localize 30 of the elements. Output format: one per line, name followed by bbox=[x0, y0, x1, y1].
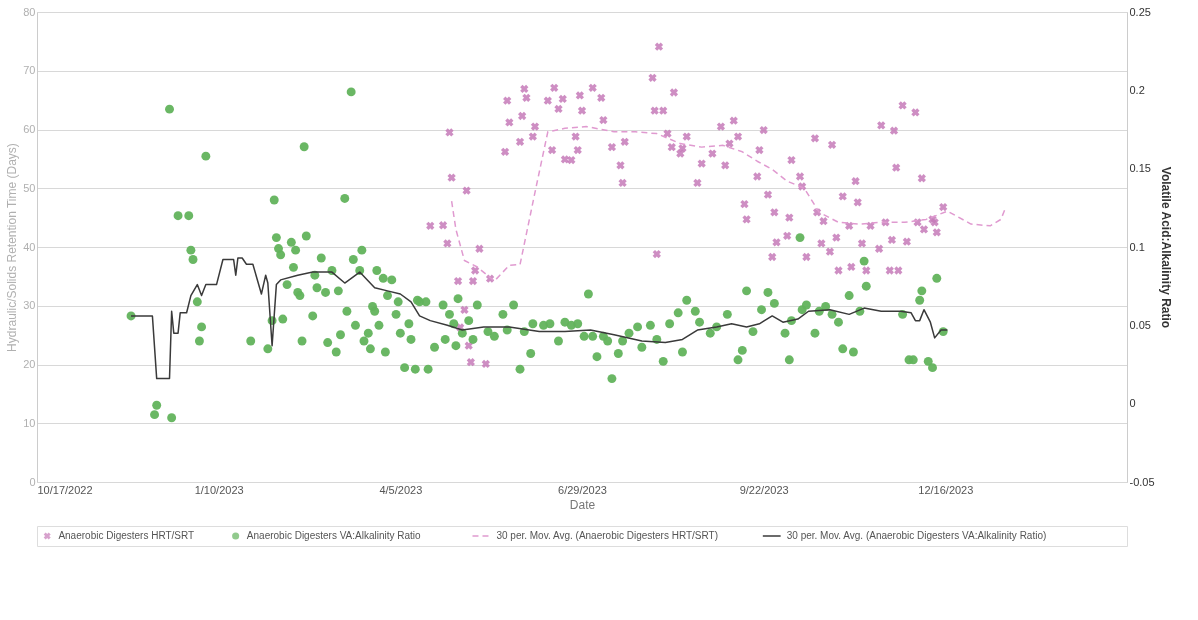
y2-tick-label: 0.25 bbox=[1129, 5, 1151, 18]
y-tick-label: 70 bbox=[23, 64, 36, 77]
legend-label: Anaerobic Digesters VA:Alkalinity Ratio bbox=[246, 530, 422, 541]
legend-label: Anaerobic Digesters HRT/SRT bbox=[58, 530, 195, 541]
x-tick-label: 6/29/2023 bbox=[558, 483, 607, 496]
line-series bbox=[450, 125, 1006, 282]
y-tick-label: 10 bbox=[23, 416, 36, 429]
y2-tick-label: 0.15 bbox=[1129, 162, 1151, 175]
x-tick-label: 9/22/2023 bbox=[739, 483, 789, 496]
y-tick-label: 30 bbox=[23, 299, 36, 312]
y2-tick-label: 0 bbox=[1129, 397, 1136, 410]
x-tick-label: 4/5/2023 bbox=[379, 483, 423, 496]
x-tick-label: 10/17/2022 bbox=[37, 483, 93, 496]
y-tick-label: 0 bbox=[29, 475, 36, 488]
y-tick-label: 20 bbox=[23, 358, 36, 370]
y2-tick-label: 0.05 bbox=[1129, 318, 1151, 331]
x-tick-label: 1/10/2023 bbox=[194, 483, 244, 496]
y2-tick-label: 0.2 bbox=[1129, 83, 1145, 96]
y-tick-label: 80 bbox=[23, 5, 36, 18]
y-axis-title: Hydraulic/Solids Retention Time (Days) bbox=[5, 143, 20, 352]
y-tick-label: 50 bbox=[23, 181, 36, 194]
x-tick-label: 12/16/2023 bbox=[918, 483, 974, 496]
x-axis-title: Date bbox=[569, 497, 596, 512]
y2-tick-label: -0.05 bbox=[1129, 475, 1155, 488]
y2-axis-title: Volatile Acid:Alkalinity Ratio bbox=[1158, 166, 1173, 329]
y-tick-label: 40 bbox=[23, 240, 36, 253]
legend-label: 30 per. Mov. Avg. (Anaerobic Digesters VA:Alkalinity Ratio) bbox=[786, 530, 1047, 541]
legend-label: 30 per. Mov. Avg. (Anaerobic Digesters HRT/SRT) bbox=[496, 530, 719, 541]
y-tick-label: 60 bbox=[23, 123, 36, 135]
y2-tick-label: 0.1 bbox=[1129, 240, 1145, 253]
